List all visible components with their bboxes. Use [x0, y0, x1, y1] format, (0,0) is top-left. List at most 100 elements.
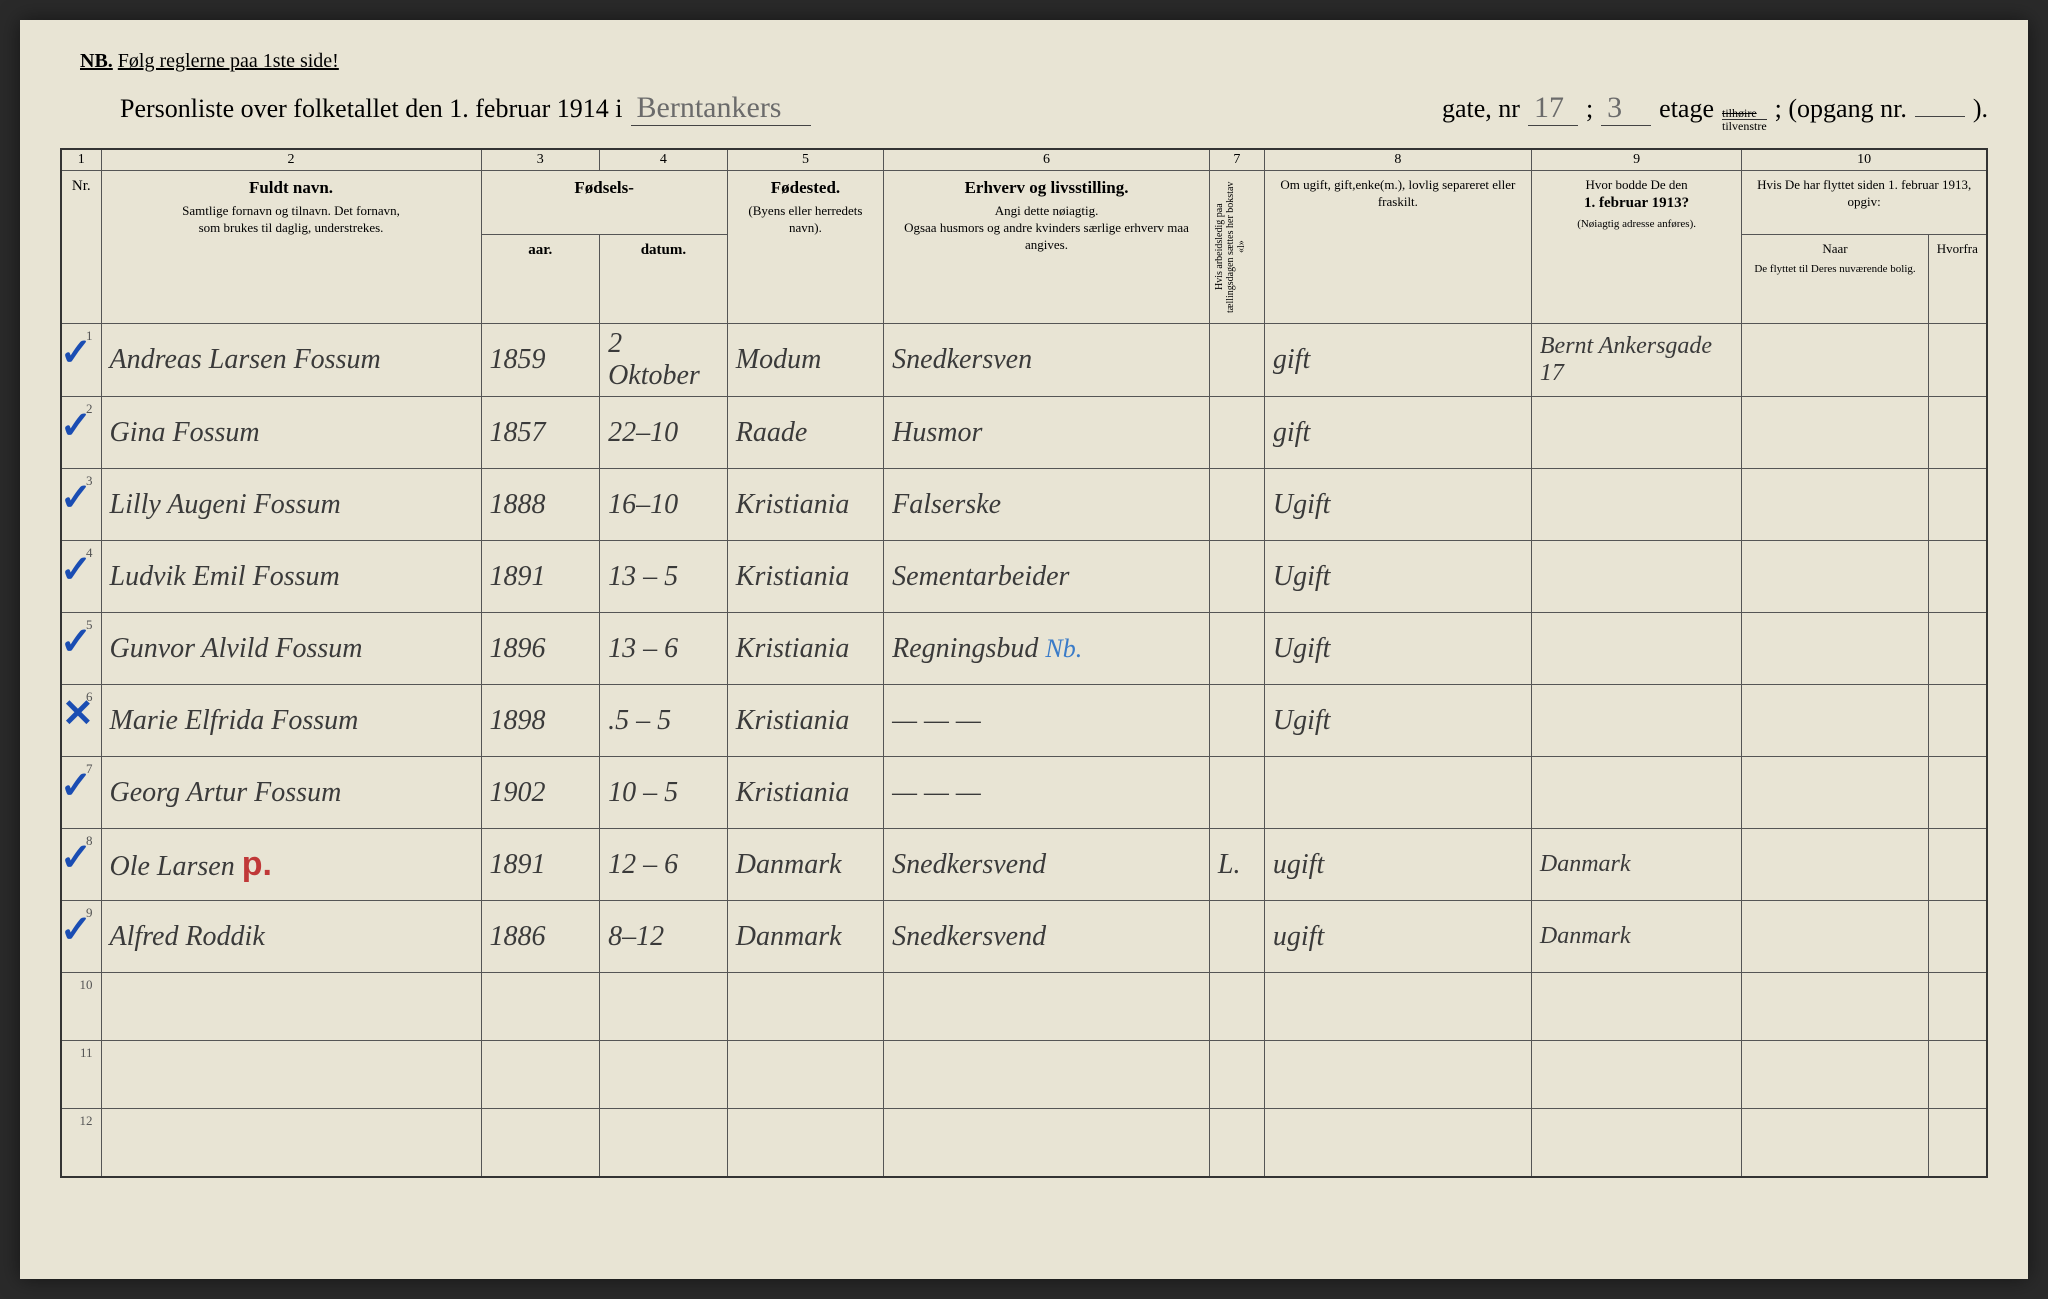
- row-naar: [1742, 829, 1928, 901]
- census-page: NB. Følg reglerne paa 1ste side! Personl…: [20, 20, 2028, 1279]
- hdr-col7: Hvis arbeidsledig paa tællingsdagen sætt…: [1209, 171, 1264, 324]
- table-row-empty: 12: [61, 1109, 1987, 1177]
- row-naar: [1742, 685, 1928, 757]
- end-paren: ).: [1973, 94, 1988, 124]
- row-l: [1209, 757, 1264, 829]
- row-nr: ✓5: [61, 613, 101, 685]
- row-aar: 1896: [481, 613, 600, 685]
- street-name: Berntankers: [631, 91, 811, 126]
- opgang-nr: [1915, 116, 1965, 117]
- row-nr: ✕6: [61, 685, 101, 757]
- row-l: [1209, 469, 1264, 541]
- row-name: Alfred Roddik: [101, 901, 481, 973]
- hdr-hvorfra: Hvorfra: [1928, 234, 1987, 323]
- nb-line: NB. Følg reglerne paa 1ste side!: [60, 50, 1988, 73]
- row-addr: [1531, 613, 1741, 685]
- colnum-row: 1 2 3 4 5 6 7 8 9 10: [61, 149, 1987, 171]
- row-addr: [1531, 469, 1741, 541]
- table-row: ✓2 Gina Fossum 1857 22–10 Raade Husmor g…: [61, 397, 1987, 469]
- row-occ: Falserske: [884, 469, 1210, 541]
- row-fra: [1928, 757, 1987, 829]
- table-row: ✓5 Gunvor Alvild Fossum 1896 13 – 6 Kris…: [61, 613, 1987, 685]
- row-nr: ✓8: [61, 829, 101, 901]
- row-l: [1209, 324, 1264, 397]
- row-occ: Snedkersven: [884, 324, 1210, 397]
- row-aar: 1857: [481, 397, 600, 469]
- row-place: Danmark: [727, 901, 883, 973]
- row-l: [1209, 541, 1264, 613]
- row-status: gift: [1264, 397, 1531, 469]
- row-naar: [1742, 397, 1928, 469]
- hdr-aar: aar. (Skriv ikke feilagtige tal!): [481, 234, 600, 323]
- row-place: Modum: [727, 324, 883, 397]
- table-row: ✕6 Marie Elfrida Fossum 1898 .5 – 5 Kris…: [61, 685, 1987, 757]
- gate-label: gate, nr: [1442, 94, 1520, 124]
- row-datum: 12 – 6: [600, 829, 728, 901]
- row-place: Raade: [727, 397, 883, 469]
- row-aar: 1891: [481, 829, 600, 901]
- row-status: Ugift: [1264, 469, 1531, 541]
- colnum: 1: [61, 149, 101, 171]
- row-nr: ✓7: [61, 757, 101, 829]
- row-status: Ugift: [1264, 541, 1531, 613]
- row-l: [1209, 397, 1264, 469]
- row-nr: 12: [61, 1109, 101, 1177]
- header-row-1: Nr. Fuldt navn. Samtlige fornavn og tiln…: [61, 171, 1987, 235]
- row-addr: Bernt Ankersgade 17: [1531, 324, 1741, 397]
- table-row-empty: 10: [61, 973, 1987, 1041]
- row-aar: 1859: [481, 324, 600, 397]
- row-nr: ✓9: [61, 901, 101, 973]
- hdr-nr: Nr.: [61, 171, 101, 324]
- semi: ;: [1586, 94, 1593, 124]
- row-addr: [1531, 541, 1741, 613]
- hdr-col9: Hvor bodde De den 1. februar 1913? (Nøia…: [1531, 171, 1741, 324]
- row-place: Kristiania: [727, 613, 883, 685]
- colnum: 9: [1531, 149, 1741, 171]
- row-datum: 22–10: [600, 397, 728, 469]
- table-row: ✓9 Alfred Roddik 1886 8–12 Danmark Snedk…: [61, 901, 1987, 973]
- side-fraction: tilhøire tilvenstre: [1722, 107, 1767, 132]
- colnum: 10: [1742, 149, 1987, 171]
- etage-nr: 3: [1601, 91, 1651, 126]
- row-place: Danmark: [727, 829, 883, 901]
- row-naar: [1742, 469, 1928, 541]
- row-occ: Snedkersvend: [884, 829, 1210, 901]
- row-addr: Danmark: [1531, 901, 1741, 973]
- opgang-label: ; (opgang nr.: [1775, 94, 1907, 124]
- hdr-naar: Naar De flyttet til Deres nuværende boli…: [1742, 234, 1928, 323]
- row-naar: [1742, 541, 1928, 613]
- hdr-col8: Om ugift, gift,enke(m.), lovlig separere…: [1264, 171, 1531, 324]
- row-datum: 13 – 6: [600, 613, 728, 685]
- row-nr: ✓1: [61, 324, 101, 397]
- row-place: Kristiania: [727, 757, 883, 829]
- row-name: Marie Elfrida Fossum: [101, 685, 481, 757]
- row-aar: 1891: [481, 541, 600, 613]
- table-body: ✓1 Andreas Larsen Fossum 1859 2 Oktober …: [61, 324, 1987, 1177]
- row-occ: Snedkersvend: [884, 901, 1210, 973]
- row-fra: [1928, 397, 1987, 469]
- row-status: gift: [1264, 324, 1531, 397]
- row-aar: 1888: [481, 469, 600, 541]
- colnum: 6: [884, 149, 1210, 171]
- hdr-occ: Erhverv og livsstilling. Angi dette nøia…: [884, 171, 1210, 324]
- row-naar: [1742, 757, 1928, 829]
- row-datum: 13 – 5: [600, 541, 728, 613]
- row-aar: 1886: [481, 901, 600, 973]
- row-aar: 1898: [481, 685, 600, 757]
- row-l: [1209, 613, 1264, 685]
- row-status: Ugift: [1264, 613, 1531, 685]
- table-row: ✓1 Andreas Larsen Fossum 1859 2 Oktober …: [61, 324, 1987, 397]
- row-status: ugift: [1264, 829, 1531, 901]
- etage-label: etage: [1659, 94, 1714, 124]
- hdr-col10-top: Hvis De har flyttet siden 1. februar 191…: [1742, 171, 1987, 235]
- row-status: ugift: [1264, 901, 1531, 973]
- row-addr: Danmark: [1531, 829, 1741, 901]
- row-name: Andreas Larsen Fossum: [101, 324, 481, 397]
- row-naar: [1742, 901, 1928, 973]
- row-nr: ✓2: [61, 397, 101, 469]
- table-row: ✓4 Ludvik Emil Fossum 1891 13 – 5 Kristi…: [61, 541, 1987, 613]
- row-fra: [1928, 469, 1987, 541]
- row-fra: [1928, 685, 1987, 757]
- row-datum: 8–12: [600, 901, 728, 973]
- row-naar: [1742, 613, 1928, 685]
